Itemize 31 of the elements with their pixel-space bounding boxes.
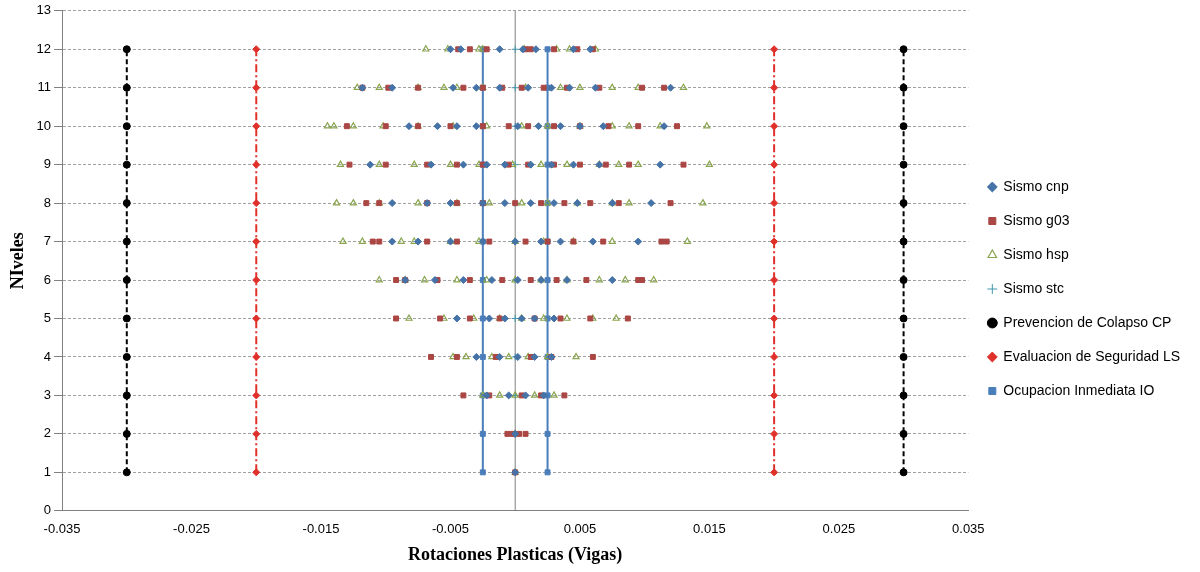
- y-tick-label: 7: [43, 233, 52, 249]
- y-tick-label: 6: [43, 271, 52, 287]
- legend-label: Ocupacion Inmediata IO: [1003, 381, 1155, 398]
- legend-label: Sismo g03: [1003, 211, 1070, 228]
- x-tick-label: 0.005: [563, 521, 597, 537]
- legend-label: Evaluacion de Seguridad LS: [1003, 347, 1181, 364]
- legend-label: Prevencion de Colapso CP: [1003, 313, 1172, 330]
- x-tick-label: -0.015: [302, 521, 340, 537]
- legend-label: Sismo cnp: [1003, 177, 1069, 194]
- y-tick-label: 1: [43, 463, 52, 479]
- y-tick-label: 10: [36, 117, 52, 133]
- x-axis-title: Rotaciones Plasticas (Vigas): [408, 543, 623, 565]
- x-tick-label: 0.035: [952, 521, 985, 537]
- x-tick-label: -0.005: [432, 521, 469, 537]
- x-tick-label: 0.015: [693, 521, 726, 537]
- legend-label: Sismo hsp: [1003, 245, 1069, 262]
- y-tick-label: 9: [43, 156, 52, 172]
- y-tick-label: 0: [43, 502, 52, 518]
- legend-label: Sismo stc: [1003, 279, 1065, 296]
- x-tick-label: 0.025: [822, 521, 856, 537]
- y-tick-label: 12: [36, 40, 52, 56]
- x-tick-label: -0.025: [173, 521, 210, 537]
- y-tick-label: 4: [43, 348, 52, 364]
- y-tick-label: 5: [43, 310, 52, 326]
- y-tick-label: 13: [36, 2, 52, 18]
- y-tick-label: 11: [37, 79, 52, 95]
- y-tick-label: 3: [43, 386, 52, 402]
- y-axis-title: NIveles: [7, 232, 28, 290]
- y-tick-label: 2: [43, 425, 52, 441]
- x-tick-label: -0.035: [43, 521, 81, 537]
- y-tick-label: 8: [43, 194, 52, 210]
